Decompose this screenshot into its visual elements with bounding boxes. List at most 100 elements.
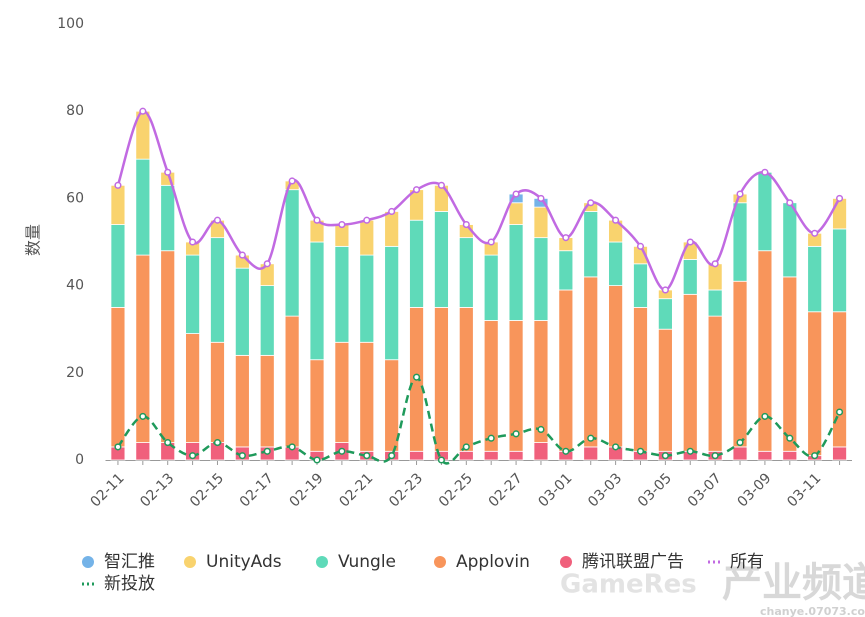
x-tick-label: 03-01	[535, 470, 575, 510]
bar-segment	[234, 354, 250, 448]
line-point	[338, 447, 346, 455]
bar-segment	[732, 446, 748, 461]
x-tick-label: 02-19	[287, 470, 327, 510]
line-point	[189, 452, 197, 460]
line-point	[114, 181, 122, 189]
legend-item[interactable]: 智汇推	[82, 552, 155, 572]
legend-symbol	[82, 556, 94, 568]
bar-segment	[483, 320, 499, 452]
legend-label: 腾讯联盟广告	[582, 552, 684, 572]
bar-segment	[757, 250, 773, 452]
legend-label: Applovin	[456, 552, 530, 572]
legend-label: 智汇推	[104, 552, 155, 572]
bar-segment	[682, 259, 698, 295]
bar-segment	[657, 298, 673, 330]
line-point	[761, 412, 769, 420]
line-point	[139, 412, 147, 420]
y-tick-label: 60	[66, 190, 84, 206]
line-point	[487, 238, 495, 246]
line-point	[437, 456, 445, 464]
line-point	[587, 199, 595, 207]
legend-symbol	[560, 556, 572, 568]
line-point	[363, 216, 371, 224]
line-point	[761, 168, 769, 176]
line-point	[562, 447, 570, 455]
bar-segment	[682, 293, 698, 452]
bar-segment	[807, 245, 823, 313]
bar-segment	[533, 206, 549, 239]
bar-segment	[160, 184, 176, 252]
bar-segment	[458, 450, 474, 461]
bar-segment	[533, 442, 549, 461]
line-point	[612, 443, 620, 451]
bar-segment	[135, 158, 151, 256]
legend-item[interactable]: 腾讯联盟广告	[560, 552, 684, 572]
line-point	[612, 216, 620, 224]
legend-label: Vungle	[338, 552, 396, 572]
line-point	[786, 199, 794, 207]
x-tick-label: 03-03	[585, 470, 625, 510]
bar-segment	[409, 219, 424, 308]
legend-symbol	[434, 556, 446, 568]
line-point	[562, 234, 570, 242]
line-point	[213, 216, 222, 224]
bar-segment	[757, 171, 773, 252]
legend-item[interactable]: Vungle	[316, 552, 396, 572]
line-point	[412, 186, 421, 194]
line-point	[537, 425, 545, 434]
x-tick-label: 03-07	[685, 470, 725, 510]
line-point	[313, 216, 321, 224]
line-point	[711, 260, 719, 268]
legend-label: 新投放	[104, 574, 155, 594]
x-tick-label: 02-25	[436, 470, 476, 510]
bar-segment	[359, 341, 375, 452]
legend-item[interactable]: 新投放	[82, 574, 155, 594]
bar-segment	[259, 285, 275, 356]
legend-symbol	[184, 556, 196, 568]
bar-segment	[185, 333, 200, 443]
line-point	[288, 443, 296, 451]
x-tick-label: 02-11	[88, 470, 128, 510]
x-tick-label: 03-05	[635, 470, 675, 510]
x-tick-label: 02-21	[336, 470, 376, 510]
bar-segment	[234, 267, 250, 356]
y-tick-label: 20	[66, 365, 84, 381]
bar-segment	[583, 211, 599, 278]
x-tick-label: 03-11	[784, 470, 824, 510]
line-point	[263, 260, 271, 268]
line-point	[338, 221, 346, 229]
watermark: GameRes	[560, 570, 697, 600]
bar-segment	[782, 450, 798, 461]
line-point	[263, 447, 271, 455]
line-point	[189, 238, 197, 246]
line-point	[487, 434, 495, 442]
bar-segment	[757, 450, 773, 461]
watermark: chanye.07073.com	[760, 605, 865, 617]
x-tick-label: 02-23	[386, 470, 426, 510]
bar-segment	[309, 241, 325, 361]
legend-label: 所有	[730, 552, 764, 572]
bar-segment	[832, 446, 847, 461]
bar-segment	[483, 254, 499, 321]
line	[116, 375, 841, 465]
bar-segment	[210, 341, 225, 443]
line-point	[412, 373, 421, 381]
bar-segment	[807, 311, 823, 457]
line	[116, 109, 841, 292]
legend-item[interactable]: Applovin	[434, 552, 530, 572]
legend-item[interactable]: 所有	[708, 552, 764, 572]
bar-segment	[284, 315, 300, 448]
bar-segment	[782, 276, 798, 452]
line-point	[462, 221, 470, 229]
line-point	[636, 242, 645, 250]
legend-symbol	[316, 556, 328, 568]
y-tick-label: 80	[66, 103, 84, 119]
legend-item[interactable]: UnityAds	[184, 552, 282, 572]
line-point	[238, 452, 246, 460]
bar-segment	[458, 237, 474, 308]
bar-segment	[583, 446, 599, 461]
bar-segment	[110, 306, 126, 448]
line-point	[114, 443, 122, 451]
x-tick-label: 02-17	[237, 470, 277, 510]
